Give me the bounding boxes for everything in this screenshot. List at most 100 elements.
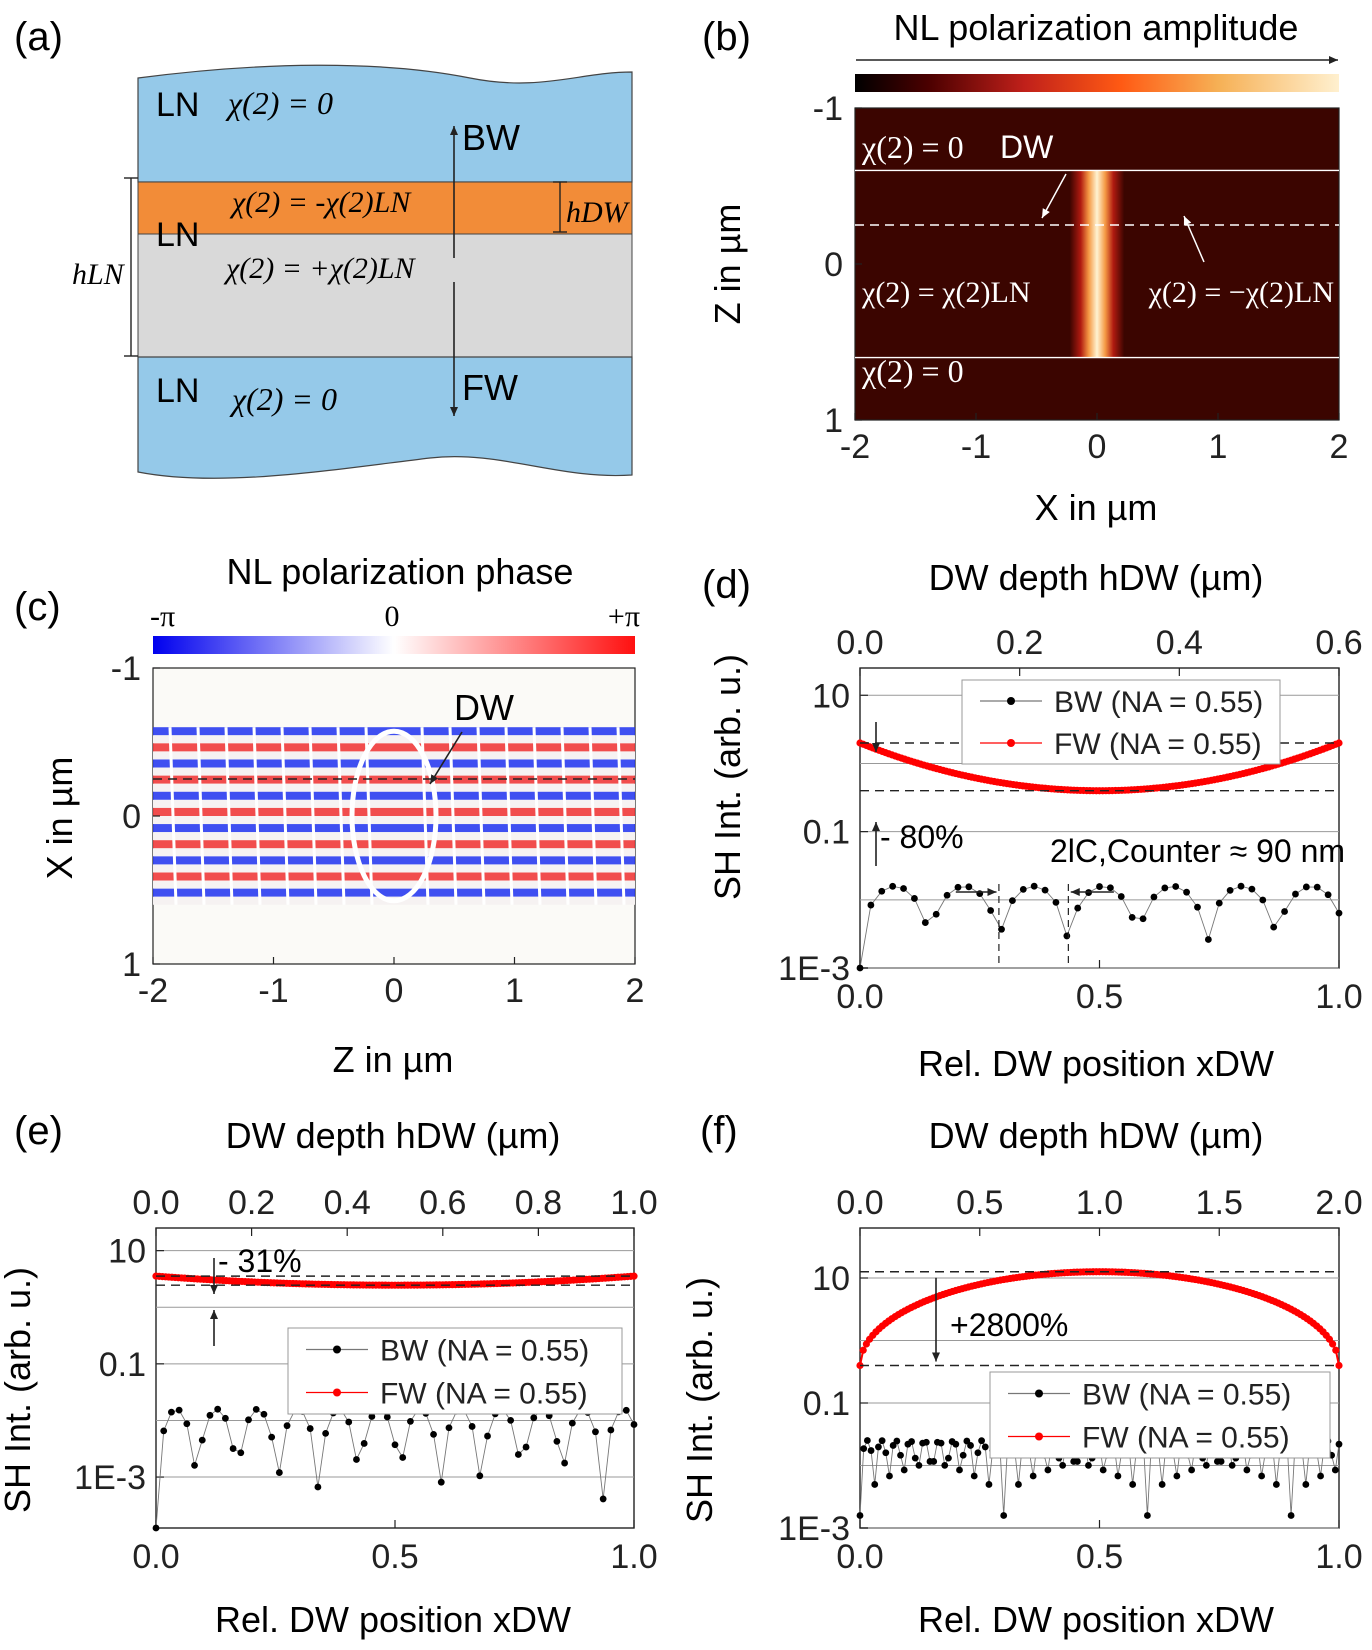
d-ytick-label: 0.1 [803,814,850,852]
e-bw-point [160,1427,168,1435]
e-fw-point [630,1272,638,1280]
b-xlabel: X in µm [1035,487,1158,528]
b-annot-bulk-chi: χ(2) = χ(2)LN [861,276,1031,309]
d-bw-point [1150,893,1158,901]
f-bw-point [974,1449,982,1457]
e-top-label: DW depth hDW (µm) [226,1115,561,1156]
e-bw-point [607,1426,615,1434]
f-bw-point [1202,1461,1210,1469]
top-ln-material: LN [156,86,199,124]
f-bw-point [937,1439,945,1447]
f-bw-point [941,1461,949,1469]
d-bw-point [1248,885,1256,893]
d-bw-point [1128,914,1136,921]
d-bw-point [1183,888,1190,896]
top-ln-chi: χ(2) = 0 [225,85,333,121]
e-bw-point [252,1405,260,1413]
b-colorbar [855,74,1339,92]
f-legend-marker [1035,1432,1043,1441]
bottom-ln-material: LN [156,372,199,410]
panel-e: (e) DW depth hDW (µm) SH Int. (arb. u.) … [0,1109,658,1640]
c-ylabel: X in µm [39,757,80,880]
c-dw-arrow [429,731,463,785]
f-bw-point [1044,1466,1052,1474]
c-center-lobe [349,728,439,904]
e-bw-point [191,1461,198,1469]
fw-label: FW [462,367,518,408]
e-toptick-label: 0.4 [324,1184,371,1222]
e-bw-point [522,1443,530,1451]
d-bw-point [1161,884,1169,892]
d-bw-point [900,885,907,892]
f-legend-label: BW (NA = 0.55) [1082,1379,1291,1412]
f-bw-point [908,1438,915,1445]
f-toptick-label: 1.0 [1076,1184,1123,1222]
b-ylabel: Z in µm [707,204,748,325]
f-bw-point [1085,1461,1092,1469]
c-phase-gap [153,799,635,808]
d-bw-point [1281,908,1288,915]
e-bw-point [360,1440,368,1447]
layer-domain-wall [137,181,633,235]
d-bw-point [987,907,995,914]
d-toptick-label: 0.6 [1315,624,1362,662]
e-bw-point [214,1405,222,1413]
e-bw-point [630,1421,638,1428]
e-bw-point [391,1441,399,1449]
f-bw-point [863,1437,871,1444]
layer-top-ln [137,64,633,183]
e-bw-point [407,1417,414,1425]
c-phase-wavefront [280,727,290,905]
c-xtick-label: -1 [258,972,288,1010]
f-bw-point [1015,1481,1022,1488]
d-legend-label: BW (NA = 0.55) [1054,686,1263,719]
c-phase-wavefront [588,727,598,905]
d-bw-point [1259,896,1267,904]
c-phase-gap [153,848,635,857]
b-xtick-label: 2 [1330,428,1349,466]
f-bw-point [893,1437,901,1445]
d-bw-point [965,883,973,891]
b-ytick-label: 0 [824,246,843,284]
e-bw-point [175,1406,183,1414]
e-bw-point [437,1478,445,1486]
c-phase-wavefront [336,727,346,905]
e-xtick-label: 1.0 [610,1538,657,1576]
e-bw-point [221,1414,229,1422]
d-bw-point [867,901,875,909]
f-legend-label: FW (NA = 0.55) [1082,1422,1290,1455]
c-xtick-label: 2 [626,972,645,1010]
d-bw-point [1009,897,1016,905]
f-fw-point [1332,1346,1340,1354]
f-legend-marker [1035,1389,1043,1398]
d-bw-point [1117,893,1125,900]
c-phase-wavefront [364,727,374,905]
f-bw-point [978,1437,985,1445]
c-phase-stripe [153,888,635,897]
d-bw-point [1324,891,1332,899]
f-xtick-label: 0.5 [1076,1538,1123,1576]
d-ytick-label: 10 [812,677,850,715]
e-bw-point [561,1459,569,1467]
e-annot-percent: - 31% [218,1243,302,1279]
e-bw-point [306,1425,314,1432]
f-xtick-label: 0.0 [836,1538,883,1576]
c-phase-gap [153,816,635,825]
c-phase-stripe [153,743,635,752]
d-bw-point [889,882,897,890]
panel-label-c: (c) [14,585,61,629]
f-toptick-label: 2.0 [1315,1184,1362,1222]
f-bw-point [967,1442,974,1449]
e-bw-point [183,1420,191,1428]
e-bw-point [353,1456,360,1463]
f-fw-point [1329,1340,1337,1348]
c-phase-wavefront [532,727,542,905]
h-dw-label: hDW [566,196,631,229]
e-xtick-label: 0.0 [132,1538,179,1576]
c-phase-stripe [153,872,635,881]
b-xtick-label: 0 [1088,428,1107,466]
d-bw-point [921,919,929,926]
e-toptick-label: 1.0 [610,1184,657,1222]
panel-b: (b) NL polarization amplitude -2 -1 0 1 2 -1 0… [702,7,1348,528]
